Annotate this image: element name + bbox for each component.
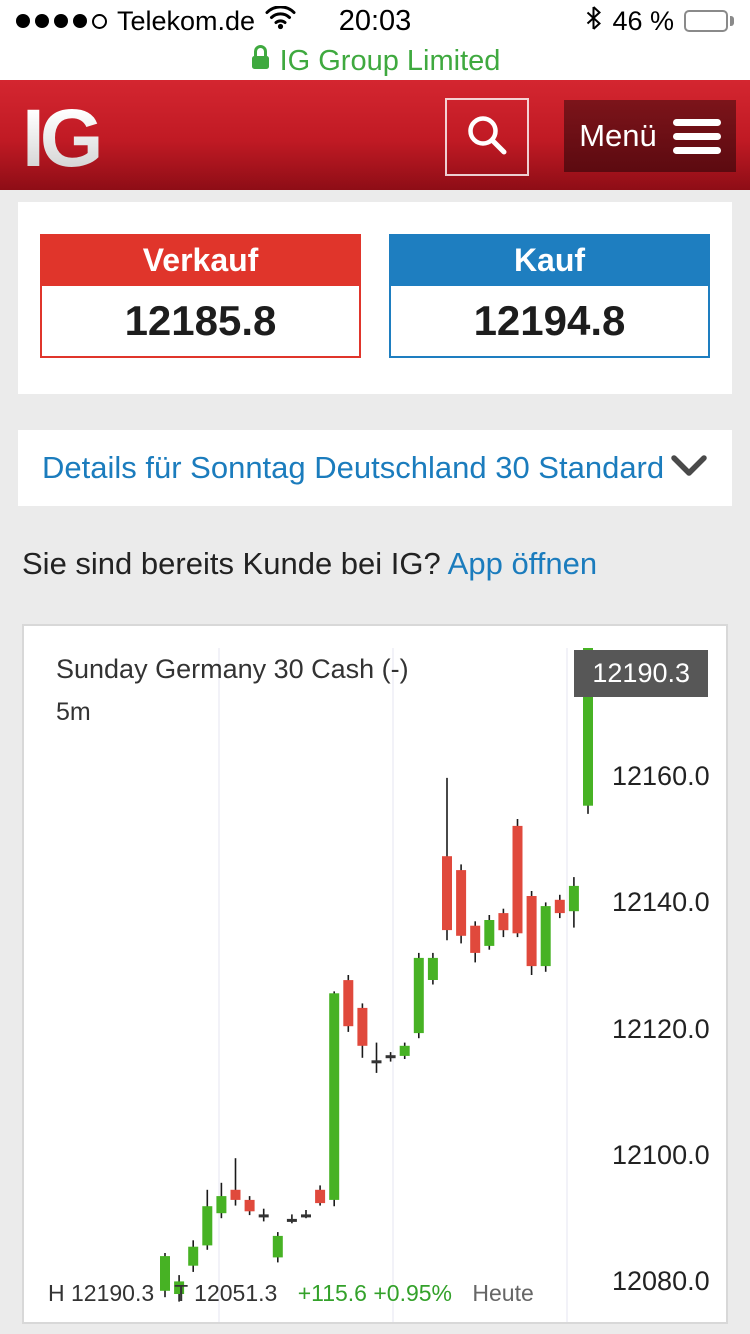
sell-button[interactable]: Verkauf 12185.8	[40, 234, 361, 358]
battery-percent-label: 46 %	[612, 5, 674, 36]
menu-button[interactable]: Menü	[564, 100, 736, 172]
search-button[interactable]	[445, 98, 529, 176]
wifi-icon	[265, 4, 296, 37]
menu-label: Menü	[579, 118, 657, 153]
candlestick-chart[interactable]	[24, 626, 726, 1322]
carrier-label: Telekom.de	[117, 5, 256, 36]
browser-url-bar[interactable]: IG Group Limited	[0, 42, 750, 80]
battery-icon	[684, 10, 734, 32]
day-change: +115.6 +0.95%	[297, 1280, 453, 1306]
y-axis-tick-label: 12120.0	[612, 1013, 710, 1044]
open-app-link[interactable]: App öffnen	[447, 546, 598, 581]
site-name: IG Group Limited	[279, 44, 501, 77]
day-low: T 12051.3	[174, 1280, 278, 1306]
y-axis-tick-label: 12100.0	[612, 1140, 710, 1171]
buy-price: 12194.8	[389, 286, 710, 358]
chart-title: Sunday Germany 30 Cash (-)	[56, 654, 409, 684]
bluetooth-icon	[585, 5, 602, 38]
chart-card: Sunday Germany 30 Cash (-) 5m 12190.3 12…	[22, 624, 728, 1324]
status-bar: Telekom.de 20:03 46 %	[0, 0, 750, 42]
y-axis-tick-label: 12160.0	[612, 761, 710, 791]
details-label: Details für Sonntag Deutschland 30 Stand…	[42, 450, 665, 485]
hamburger-icon	[672, 118, 721, 154]
clock: 20:03	[338, 4, 412, 37]
day-high: H 12190.3	[48, 1280, 155, 1306]
existing-customer-text: Sie sind bereits Kunde bei IG? App öffne…	[22, 546, 728, 582]
cell-signal-icon	[16, 13, 107, 29]
app-header: IG Menü	[0, 80, 750, 190]
chevron-down-icon	[670, 454, 708, 483]
sell-price: 12185.8	[40, 286, 361, 358]
details-accordion[interactable]: Details für Sonntag Deutschland 30 Stand…	[18, 430, 732, 506]
chart-footer: H 12190.3 T 12051.3 +115.6 +0.95% Heute	[48, 1280, 548, 1307]
sell-label: Verkauf	[40, 234, 361, 286]
y-axis-tick-label: 12140.0	[612, 887, 710, 918]
chart-interval-label: 5m	[56, 698, 91, 726]
search-icon	[464, 112, 510, 163]
buy-label: Kauf	[389, 234, 710, 286]
y-axis-tick-label: 12080.0	[612, 1266, 710, 1297]
price-panel: Verkauf 12185.8 Kauf 12194.8	[18, 202, 732, 394]
lock-icon	[250, 44, 271, 79]
cta-text: Sie sind bereits Kunde bei IG?	[22, 546, 441, 581]
ig-logo[interactable]: IG	[22, 93, 104, 184]
period-label: Heute	[472, 1280, 534, 1306]
current-price-tag: 12190.3	[574, 650, 708, 697]
buy-button[interactable]: Kauf 12194.8	[389, 234, 710, 358]
